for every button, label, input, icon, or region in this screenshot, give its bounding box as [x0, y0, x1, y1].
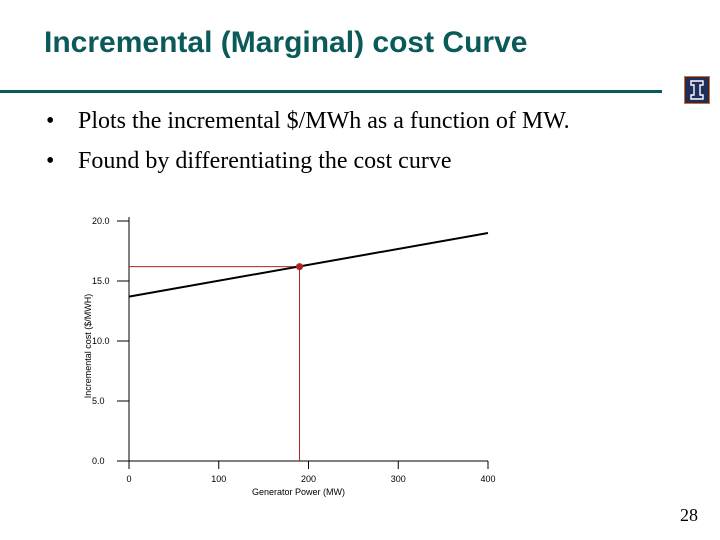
slide-title: Incremental (Marginal) cost Curve — [44, 26, 528, 59]
y-tick-label: 20.0 — [92, 216, 110, 226]
x-tick-label: 200 — [301, 474, 316, 484]
bullet-list: • Plots the incremental $/MWh as a funct… — [46, 108, 570, 188]
y-axis-title: Incremental cost ($/MWH) — [83, 294, 93, 399]
incremental-cost-chart: 0.0 5.0 10.0 15.0 20.0 0 100 200 300 400 Generator… — [83, 216, 496, 497]
x-tick-label: 100 — [211, 474, 226, 484]
series-line — [128, 232, 489, 298]
bullet-text: Plots the incremental $/MWh as a functio… — [78, 108, 570, 134]
x-tick-label: 300 — [391, 474, 406, 484]
page-number: 28 — [680, 505, 698, 525]
y-tick-label: 15.0 — [92, 276, 110, 286]
x-tick-label: 400 — [480, 474, 495, 484]
title-divider — [0, 90, 662, 93]
x-tick-label: 0 — [126, 474, 131, 484]
x-axis-title: Generator Power (MW) — [252, 487, 345, 497]
illinois-block-i-icon — [684, 76, 710, 104]
highlight-point-marker — [296, 263, 304, 271]
bullet-dot: • — [46, 108, 55, 134]
bullet-text: Found by differentiating the cost curve — [78, 148, 452, 174]
bullet-item: • Plots the incremental $/MWh as a funct… — [46, 108, 570, 148]
bullet-item: • Found by differentiating the cost curv… — [46, 148, 570, 188]
y-tick-label: 0.0 — [92, 456, 105, 466]
y-tick-label: 5.0 — [92, 396, 105, 406]
bullet-dot: • — [46, 148, 55, 174]
y-tick-label: 10.0 — [92, 336, 110, 346]
